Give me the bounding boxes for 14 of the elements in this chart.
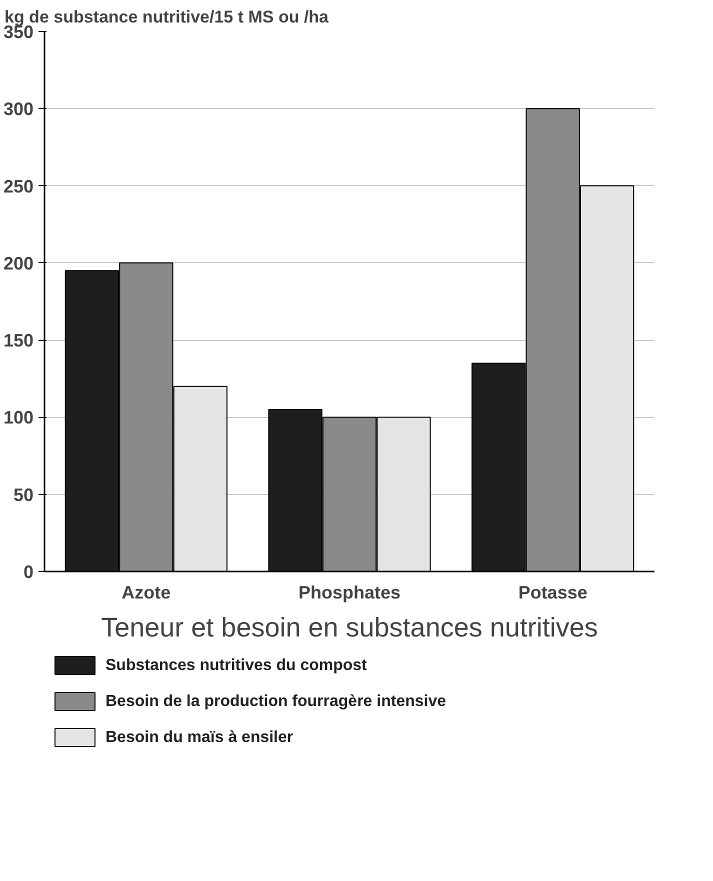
x-tick-label: Azote xyxy=(122,582,171,602)
legend-label: Besoin du maïs à ensiler xyxy=(106,729,294,746)
y-tick-label: 250 xyxy=(3,176,34,196)
y-tick-label: 150 xyxy=(3,330,34,351)
y-tick-label: 100 xyxy=(3,408,34,428)
legend-label: Besoin de la production fourragère intensive xyxy=(106,693,446,710)
y-tick-label: 200 xyxy=(3,253,34,274)
y-tick-label: 50 xyxy=(13,484,34,505)
legend-label: Substances nutritives du compost xyxy=(106,657,368,674)
y-tick-label: 300 xyxy=(3,99,34,120)
x-tick-label: Phosphates xyxy=(298,582,401,602)
x-tick-label: Potasse xyxy=(518,582,588,602)
y-tick-label: 0 xyxy=(23,562,34,582)
text: Teneur et besoin en substances nutritives xyxy=(101,612,598,642)
